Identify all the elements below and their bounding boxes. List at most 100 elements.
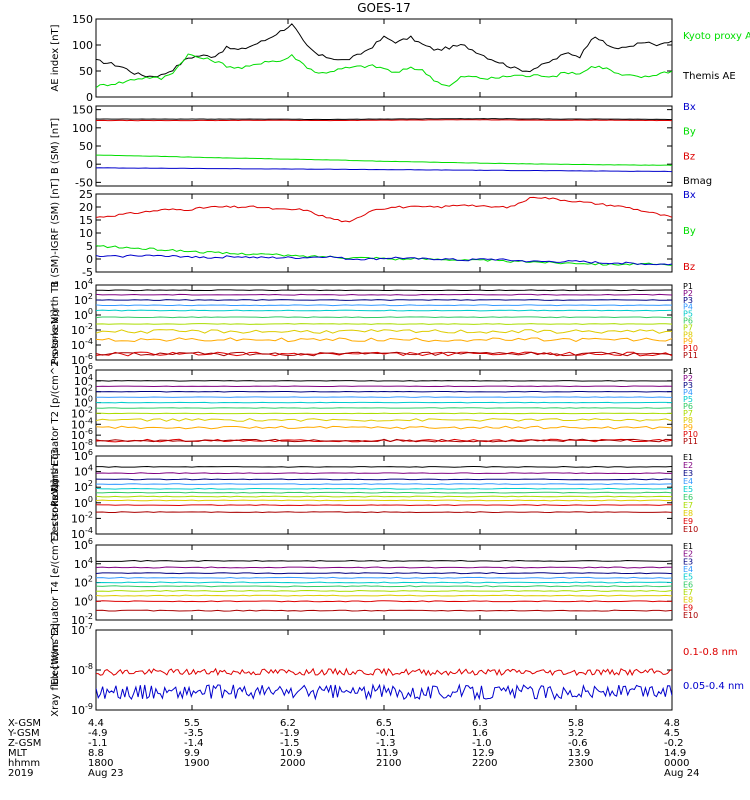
axis-value: -3.5: [184, 728, 204, 739]
y-axis-label: B (SM) [nT]: [50, 118, 61, 174]
series-line-by: [96, 154, 672, 166]
series-line-e10: [96, 609, 672, 612]
plot-frame: [95, 455, 673, 535]
axis-value: Aug 23: [88, 768, 123, 779]
axis-value: 14.9: [664, 748, 686, 759]
series-line-e5: [96, 581, 672, 584]
axis-value: 1800: [88, 758, 113, 769]
series-line-bx: [96, 254, 672, 266]
series-line-e8: [96, 594, 672, 597]
series-line-bmag: [96, 118, 672, 121]
plot-frame: [95, 105, 673, 187]
y-tick-label: 102: [74, 292, 93, 307]
series-line-p8: [96, 418, 672, 422]
legend-item: By: [683, 127, 696, 138]
axis-value: -0.6: [568, 738, 588, 749]
y-tick-label: 15: [79, 214, 93, 227]
series-group: [96, 23, 672, 89]
y-tick-label: 104: [74, 277, 93, 292]
axis-value: 1.6: [472, 728, 488, 739]
series-group: [96, 118, 672, 173]
legend-item: E8: [683, 596, 693, 605]
y-tick-label: 10-4: [71, 526, 93, 541]
figure-title: GOES-17: [357, 1, 411, 15]
panel-ae: 0 50 100 150 AE index [nT] Kyoto proxy AE Them…: [50, 13, 750, 104]
legend-item: E4: [683, 477, 693, 486]
legend-item: P4: [683, 303, 693, 312]
y-tick-label: 10-2: [71, 510, 93, 525]
legend-item: E9: [683, 517, 693, 526]
series-line-0-1-0-8-nm: [96, 667, 672, 677]
series-group: [96, 196, 672, 266]
axis-value: 2300: [568, 758, 593, 769]
axis-row-label: Z-GSM: [8, 738, 41, 749]
axis-row-label: 2019: [8, 768, 33, 779]
series-line-bx: [96, 167, 672, 173]
legend-item: E8: [683, 509, 693, 518]
y-tick-label: 10-4: [71, 416, 93, 431]
y-tick-label: 10-2: [71, 612, 93, 627]
series-line-e2: [96, 472, 672, 475]
series-line-p7: [96, 323, 672, 325]
axis-row-label: X-GSM: [8, 718, 41, 729]
series-line-e5: [96, 487, 672, 490]
axis-value: 4.5: [664, 728, 680, 739]
y-axis-label: Protons Equator T2 [p/(cm^2-s-sr-keV)]: [50, 309, 61, 506]
series-line-e9: [96, 600, 672, 603]
series-line-p6: [96, 316, 672, 319]
y-tick-label: 102: [74, 479, 93, 494]
axis-value: 4.8: [664, 718, 680, 729]
legend-item: Bx: [683, 190, 696, 201]
series-line-e1: [96, 466, 672, 468]
y-tick-label: 106: [74, 537, 93, 552]
axis-value: 6.5: [376, 718, 392, 729]
legend-item: Themis AE: [682, 71, 736, 82]
legend-item: Kyoto proxy AE: [683, 31, 750, 42]
legend-item: E6: [683, 580, 693, 589]
y-tick-label: 5: [86, 240, 93, 253]
legend-item: P5: [683, 310, 693, 319]
axis-value: -0.1: [376, 728, 396, 739]
series-group: [96, 466, 672, 514]
y-tick-label: 0: [86, 91, 93, 104]
axis-value: -1.3: [376, 738, 396, 749]
legend-item: P10: [683, 344, 698, 353]
legend-item: E10: [683, 611, 698, 620]
legend-item: Bz: [683, 151, 695, 162]
axis-value: -1.1: [88, 738, 108, 749]
legend-item: P1: [683, 367, 693, 376]
plot-frame: [95, 193, 673, 273]
y-tick-label: 0: [86, 158, 93, 171]
axis-value: 2100: [376, 758, 401, 769]
y-tick-label: 150: [72, 13, 93, 26]
legend-item: E4: [683, 565, 693, 574]
series-line-p9: [96, 425, 672, 430]
y-axis-label: AE index [nT]: [50, 24, 61, 91]
y-tick-label: 10-4: [71, 337, 93, 352]
y-tick-label: 50: [79, 65, 93, 78]
y-tick-label: 150: [72, 104, 93, 117]
legend-item: P11: [683, 351, 698, 360]
axis-value: -1.5: [280, 738, 300, 749]
panel-bsm: 150 100 50 0 -50 B (SM) [nT] Bx By Bz Bmag: [50, 102, 712, 189]
axis-value: 6.3: [472, 718, 488, 729]
legend-item: E1: [683, 542, 693, 551]
series-line-p6: [96, 407, 672, 409]
y-tick-label: 10-2: [71, 322, 93, 337]
series-line-e7: [96, 589, 672, 592]
series-line-p1: [96, 380, 672, 382]
series-line-p8: [96, 329, 672, 334]
axis-value: 5.5: [184, 718, 200, 729]
legend-item: E9: [683, 603, 693, 612]
y-tick-label: 10-6: [71, 352, 93, 367]
legend-item: P11: [683, 437, 698, 446]
axis-value: 2200: [472, 758, 497, 769]
legend-item: P6: [683, 402, 693, 411]
y-tick-label: 10-6: [71, 427, 93, 442]
series-line-e7: [96, 495, 672, 498]
